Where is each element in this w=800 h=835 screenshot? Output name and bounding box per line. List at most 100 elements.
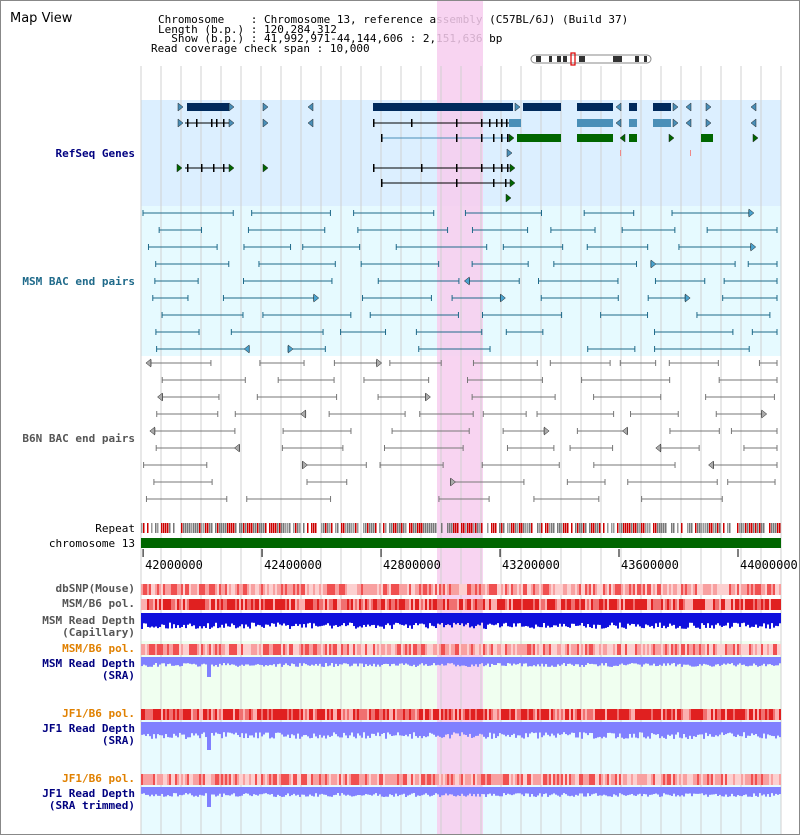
jf1-trim-depth-bar (329, 787, 331, 797)
jf1-b6-pol-cell (579, 709, 581, 720)
jf1-b6-pol2-cell (455, 774, 457, 785)
info-label: Length (b.p.) (158, 23, 245, 36)
jf1-b6-pol-cell (511, 709, 513, 720)
jf1-b6-pol2-cell (227, 774, 229, 785)
jf1-b6-pol-cell (247, 709, 249, 720)
msm-sra-depth-bar (231, 657, 233, 665)
jf1-b6-pol-cell (593, 709, 595, 720)
jf1-b6-pol-cell (755, 709, 757, 720)
dbsnp-cell (365, 584, 367, 595)
b6n-bac-track-label[interactable]: B6N BAC end pairs (22, 432, 135, 445)
jf1-b6-pol-cell (473, 709, 475, 720)
jf1-sra-depth-bar (155, 722, 157, 739)
msm-bac-track-label[interactable]: MSM BAC end pairs (22, 275, 135, 288)
dbsnp-cell (379, 584, 381, 595)
dbsnp-cell (711, 584, 713, 595)
msm-b6-pol2-cell (161, 644, 163, 655)
jf1-sra-depth-bar (171, 722, 173, 738)
msm-b6-pol-cell (243, 599, 245, 610)
msm-b6-pol2-cell (207, 644, 209, 655)
repeat-element (649, 523, 651, 533)
repeat-element (699, 523, 701, 533)
msm-b6-pol2-cell (389, 644, 391, 655)
jf1-b6-pol2-cell (151, 774, 153, 785)
jf1-b6-pol2-cell (219, 774, 221, 785)
refseq-track-label[interactable]: RefSeq Genes (55, 147, 135, 160)
msm-b6-pol2-cell (377, 644, 379, 655)
jf1-b6-pol2-cell (601, 774, 603, 785)
msm-b6-pol-cell (685, 599, 687, 610)
jf1-b6-pol2-cell (411, 774, 413, 785)
msm-sra-depth-bar (185, 657, 187, 664)
jf1-sra-depth-bar (637, 722, 639, 739)
dbsnp-cell (735, 584, 737, 595)
jf1-trim-depth-bar (297, 787, 299, 795)
jf1-trim-depth-bar (259, 787, 261, 795)
jf1-depth-trim-sub: (SRA trimmed) (48, 799, 135, 812)
jf1-trim-depth-bar (465, 787, 467, 797)
jf1-b6-pol2-cell (243, 774, 245, 785)
msm-sra-depth-bar (697, 657, 699, 667)
jf1-trim-depth-bar (419, 787, 421, 796)
jf1-sra-depth-bar (399, 722, 401, 736)
jf1-sra-depth-bar (289, 722, 291, 738)
repeat-element (157, 523, 159, 533)
msm-sra-depth-bar (539, 657, 541, 667)
msm-capillary-depth-bar (627, 613, 629, 624)
msm-capillary-depth-bar (253, 613, 255, 623)
jf1-trim-depth-bar (613, 787, 615, 795)
jf1-sra-depth-bar (199, 722, 201, 739)
msm-capillary-depth-bar (777, 613, 779, 627)
jf1-sra-depth-bar (291, 722, 293, 735)
msm-sra-depth-bar (715, 657, 717, 665)
jf1-sra-depth-bar (315, 722, 317, 737)
gene-strand-arrow (505, 193, 512, 203)
msm-sra-depth-bar (677, 657, 679, 665)
msm-sra-depth-bar (367, 657, 369, 667)
jf1-sra-depth-bar (763, 722, 765, 734)
msm-sra-depth-bar (607, 657, 609, 667)
msm-b6-pol2-cell (773, 644, 775, 655)
msm-sra-depth-bar (203, 657, 205, 664)
msm-sra-depth-bar (701, 657, 703, 666)
gene-exon (481, 119, 483, 127)
jf1-sra-depth-bar (543, 722, 545, 736)
jf1-b6-pol-cell (765, 709, 767, 720)
msm-capillary-depth-bar (301, 613, 303, 628)
dbsnp-cell (169, 584, 171, 595)
jf1-trim-depth-bar (155, 787, 157, 795)
jf1-b6-pol2-cell (623, 774, 625, 785)
msm-capillary-depth-bar (551, 613, 553, 628)
jf1-b6-pol-cell (689, 709, 691, 720)
msm-capillary-depth-bar (549, 613, 551, 628)
msm-sra-depth-bar (213, 657, 215, 667)
jf1-trim-depth-bar (529, 787, 531, 797)
msm-b6-pol-cell (363, 599, 365, 610)
jf1-sra-depth-bar (415, 722, 417, 737)
msm-b6-pol2-cell (297, 644, 299, 655)
jf1-trim-depth-bar (535, 787, 537, 797)
msm-sra-depth-bar (549, 657, 551, 667)
msm-sra-depth-bar (387, 657, 389, 664)
msm-sra-depth-bar (389, 657, 391, 667)
msm-b6-pol-cell (565, 599, 567, 610)
msm-sra-depth-bar (433, 657, 435, 664)
msm-b6-pol-cell (445, 599, 447, 610)
msm-b6-pol2-cell (661, 644, 663, 655)
jf1-trim-depth-bar (439, 787, 441, 797)
jf1-b6-pol2-cell (485, 774, 487, 785)
jf1-b6-pol2-cell (605, 774, 607, 785)
msm-b6-pol-cell (239, 599, 241, 610)
msm-b6-pol-cell (261, 599, 263, 610)
jf1-b6-pol2-cell (535, 774, 537, 785)
jf1-trim-depth-bar (607, 787, 609, 797)
jf1-b6-pol2-cell (723, 774, 725, 785)
msm-capillary-depth-bar (153, 613, 155, 628)
msm-sra-depth-bar (639, 657, 641, 665)
msm-b6-pol-cell (499, 599, 501, 610)
msm-b6-pol2-cell (327, 644, 329, 655)
jf1-sra-depth-bar (705, 722, 707, 733)
msm-sra-depth-bar (751, 657, 753, 666)
jf1-sra-depth-bar (585, 722, 587, 734)
msm-sra-depth-bar (573, 657, 575, 666)
